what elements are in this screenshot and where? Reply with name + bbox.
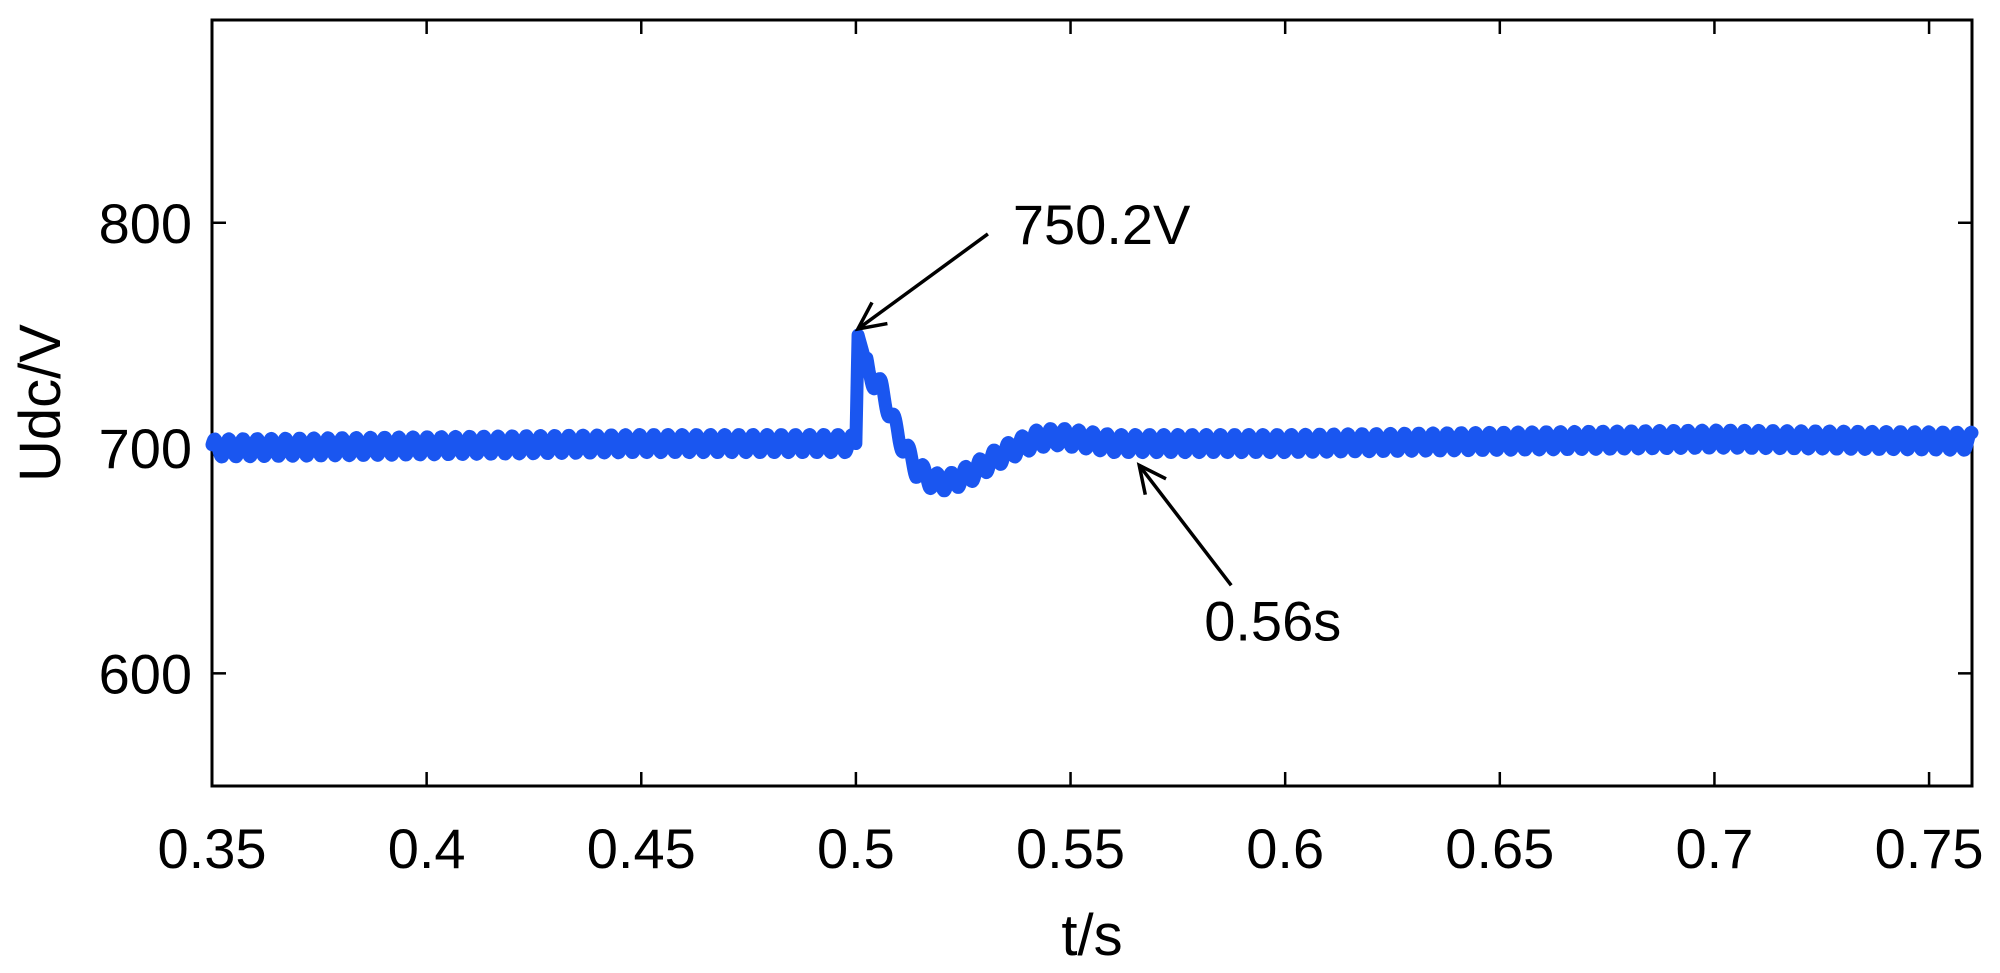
y-tick-label: 800 [99,192,192,255]
x-tick-label: 0.35 [158,817,267,880]
x-tick-label: 0.55 [1016,817,1125,880]
annotations: 750.2V 0.56s [854,193,1341,652]
x-tick-label: 0.6 [1246,817,1324,880]
x-tick-label: 0.65 [1445,817,1554,880]
settle-annotation-label: 0.56s [1204,589,1341,652]
x-tick-label: 0.7 [1676,817,1754,880]
x-axis-label: t/s [1061,903,1122,968]
x-tick-label: 0.4 [388,817,466,880]
peak-annotation-arrow [856,232,989,331]
x-tick-label: 0.75 [1875,817,1984,880]
y-tick-label: 700 [99,417,192,480]
tick-labels: 0.35 0.4 0.45 0.5 0.55 0.6 0.65 0.7 0.75 600 700 80… [99,192,1984,880]
settle-annotation-arrow-head [1136,462,1167,496]
peak-annotation-arrow-head [854,301,888,332]
x-tick-label: 0.5 [817,817,895,880]
y-tick-label: 600 [99,642,192,705]
series-line-udc [205,328,1979,498]
settle-annotation-arrow [1137,464,1233,587]
ticks [210,20,1972,786]
y-axis-label: Udc/V [8,324,73,482]
peak-annotation-label: 750.2V [1013,193,1191,256]
plot-frame [210,18,1974,788]
x-tick-label: 0.45 [587,817,696,880]
